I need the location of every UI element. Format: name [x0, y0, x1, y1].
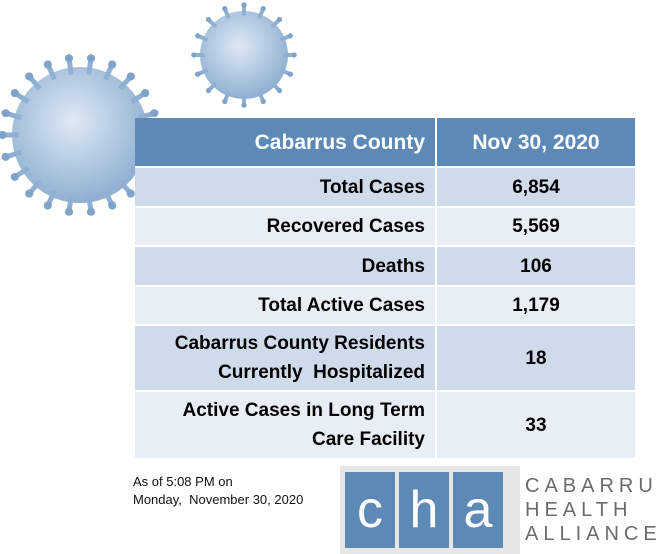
- row-label: Deaths: [135, 247, 437, 285]
- virus-spike-tip: [195, 71, 201, 77]
- virus-spike-tip: [86, 207, 96, 216]
- logo-word: CABARRUS: [525, 475, 657, 497]
- virus-spike-tip: [260, 98, 266, 104]
- logo-letter: a: [453, 472, 503, 548]
- row-label: Total Active Cases: [135, 287, 437, 324]
- virus-spike-tip: [291, 52, 297, 58]
- virus-spike-tip: [287, 71, 293, 77]
- virus-spike-tip: [1, 109, 10, 118]
- row-label-line: Recovered Cases: [266, 216, 425, 237]
- row-value: 18: [525, 347, 547, 369]
- virus-spike-tip: [241, 102, 247, 108]
- virus-illustration: [0, 2, 297, 216]
- virus-spike-tip: [10, 172, 19, 181]
- virus-spike-tip: [25, 72, 34, 81]
- row-label-line: Cabarrus County Residents: [174, 333, 425, 354]
- virus-spike-tip: [276, 87, 283, 94]
- header-cell: Cabarrus County: [135, 118, 437, 166]
- row-label-line: Total Cases: [319, 176, 425, 198]
- row-label: Total Cases: [135, 168, 437, 206]
- logo-letter: h: [399, 472, 449, 548]
- logo-word: HEALTH: [525, 499, 633, 521]
- row-value: 106: [520, 255, 552, 277]
- row-label: Active Cases in Long Term Care Facility: [135, 392, 437, 458]
- virus-spike-tip: [25, 189, 34, 198]
- virus-spike-tip: [64, 54, 74, 63]
- virus-spike-tip: [260, 6, 266, 12]
- table-row: Total Cases 6,854: [135, 168, 635, 208]
- table-row: Deaths 106: [135, 247, 635, 287]
- row-label-line: Care Facility: [312, 429, 425, 450]
- virus-spike-tip: [150, 109, 159, 118]
- virus-spike-tip: [276, 16, 283, 23]
- row-label: Cabarrus County Residents Currently Hospi…: [135, 326, 437, 390]
- logo-word: ALLIANCE: [525, 523, 657, 545]
- virus-spike-tip: [222, 6, 228, 12]
- timestamp: As of 5:08 PM on: [133, 474, 233, 489]
- virus-spike-tip: [126, 189, 135, 198]
- table-row: Total Active Cases 1,179: [135, 287, 635, 326]
- virus-spike-tip: [195, 33, 201, 39]
- virus-spike-tip: [191, 52, 197, 58]
- virus-spike-tip: [222, 98, 228, 104]
- virus-spike-tip: [0, 130, 7, 140]
- header-row: Cabarrus County Nov 30, 2020: [135, 118, 635, 168]
- table-row: Recovered Cases 5,569: [135, 208, 635, 247]
- virus-spike-tip: [126, 72, 135, 81]
- virus-spike-tip: [108, 201, 117, 210]
- table-row: Cabarrus County Residents Currently Hospi…: [135, 326, 635, 392]
- header-cell: Nov 30, 2020: [472, 130, 600, 154]
- row-label-line: Active Cases in Long Term: [182, 400, 426, 421]
- virus-spike-tip: [43, 60, 52, 69]
- virus-spike-tip: [205, 16, 212, 23]
- virus-spike-tip: [10, 89, 19, 98]
- row-label-line: Currently Hospitalized: [218, 362, 425, 383]
- row-value: 6,854: [512, 176, 560, 198]
- virus-spike-tip: [205, 87, 212, 94]
- row-label: Recovered Cases: [135, 208, 437, 245]
- virus-spike-tip: [43, 201, 52, 210]
- stats-table: Cabarrus County Nov 30, 2020 Total Cases…: [135, 118, 635, 460]
- virus-spike-tip: [108, 60, 117, 69]
- virus-spike-tip: [287, 33, 293, 39]
- row-label-line: Deaths: [361, 255, 425, 277]
- timestamp: Monday, November 30, 2020: [133, 492, 304, 507]
- row-value: 33: [525, 414, 547, 436]
- virus-spike-tip: [1, 152, 10, 161]
- row-label-line: Total Active Cases: [258, 295, 425, 316]
- row-value: 1,179: [512, 295, 560, 316]
- virus-spike-tip: [64, 207, 74, 216]
- virus-spike-tip: [86, 54, 96, 63]
- virus-spike-tip: [241, 2, 247, 8]
- virus-spike-tip: [141, 89, 150, 98]
- table-row: Active Cases in Long Term Care Facility 33: [135, 392, 635, 460]
- logo-letter: c: [345, 472, 395, 548]
- row-value: 5,569: [512, 216, 560, 237]
